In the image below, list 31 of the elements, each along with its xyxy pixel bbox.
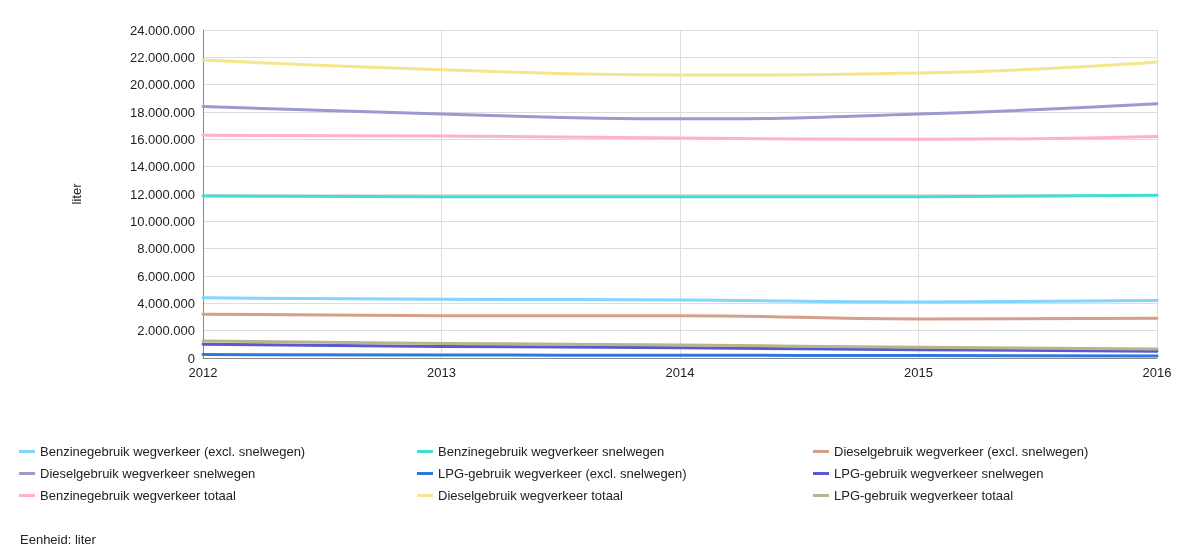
y-tick-label: 18.000.000 (129, 104, 195, 120)
y-tick-label: 0 (187, 350, 195, 366)
legend-label: Dieselgebruik wegverkeer snelwegen (40, 466, 256, 481)
x-tick-label: 2016 (1142, 365, 1172, 380)
y-tick-label: 4.000.000 (137, 295, 195, 311)
text: Eenheid: liter (20, 532, 97, 545)
line-series (201, 102, 1159, 121)
y-tick-label: 10.000.000 (129, 213, 195, 229)
y-tick-label: 14.000.000 (129, 159, 195, 175)
line-series (201, 58, 1159, 77)
y-tick-label: 12.000.000 (129, 186, 195, 202)
y-tick-label: 2.000.000 (137, 323, 195, 339)
y-tick-label: 20.000.000 (129, 77, 195, 93)
legend-label: Dieselgebruik wegverkeer (excl. snelwegen) (834, 444, 1089, 459)
x-tick-label: 2013 (427, 365, 456, 380)
legend-label: LPG-gebruik wegverkeer (excl. snelwegen) (438, 466, 687, 481)
legend-label: Benzinegebruik wegverkeer (excl. snelwegen) (40, 444, 306, 459)
y-tick-label: 16.000.000 (129, 131, 195, 147)
y-tick-label: 6.000.000 (137, 268, 195, 284)
legend-label: Benzinegebruik wegverkeer totaal (40, 488, 236, 503)
y-tick-label: 8.000.000 (137, 241, 195, 257)
y-tick-label: 22.000.000 (129, 49, 195, 65)
x-tick-label: 2014 (665, 365, 695, 380)
x-tick-label: 2015 (904, 365, 933, 380)
legend-label: LPG-gebruik wegverkeer snelwegen (834, 466, 1044, 481)
legend-label: LPG-gebruik wegverkeer totaal (834, 488, 1014, 503)
y-axis-title: liter (69, 182, 84, 205)
x-tick-label: 2012 (188, 365, 218, 380)
y-tick-label: 24.000.000 (129, 22, 195, 38)
legend-label: Dieselgebruik wegverkeer totaal (438, 488, 624, 503)
legend-label: Benzinegebruik wegverkeer snelwegen (438, 444, 665, 459)
